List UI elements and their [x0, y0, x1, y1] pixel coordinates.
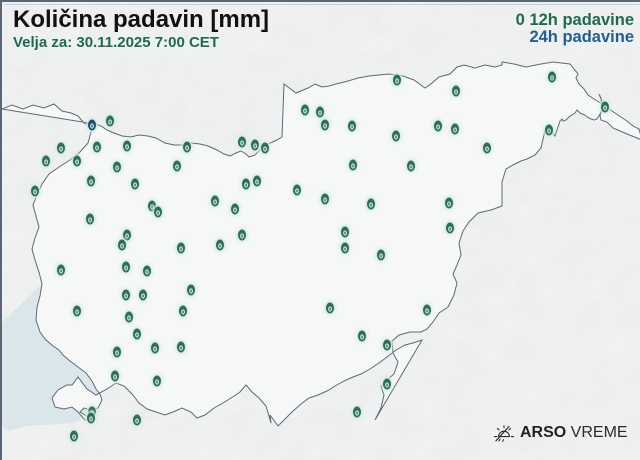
- svg-text:0: 0: [322, 195, 326, 204]
- svg-text:0: 0: [240, 231, 244, 240]
- svg-text:0: 0: [152, 345, 156, 354]
- svg-text:0: 0: [59, 145, 63, 154]
- svg-text:0: 0: [126, 314, 130, 323]
- svg-text:0: 0: [454, 88, 458, 97]
- svg-text:0: 0: [351, 161, 355, 170]
- svg-text:0: 0: [212, 197, 216, 206]
- svg-text:0: 0: [107, 118, 111, 127]
- svg-text:0: 0: [89, 415, 93, 424]
- svg-text:0: 0: [447, 225, 451, 234]
- svg-text:0: 0: [385, 380, 389, 389]
- svg-text:0: 0: [350, 123, 354, 132]
- svg-text:0: 0: [175, 162, 179, 171]
- svg-text:0: 0: [135, 416, 139, 425]
- svg-text:0: 0: [368, 200, 372, 209]
- svg-text:0: 0: [120, 241, 124, 250]
- svg-text:0: 0: [189, 286, 193, 295]
- svg-text:0: 0: [302, 106, 306, 115]
- svg-text:0: 0: [232, 206, 236, 215]
- svg-text:0: 0: [32, 187, 36, 196]
- svg-text:0: 0: [87, 215, 91, 224]
- svg-text:0: 0: [145, 268, 149, 277]
- svg-text:0: 0: [409, 162, 413, 171]
- svg-text:0: 0: [240, 139, 244, 148]
- svg-text:0: 0: [436, 122, 440, 131]
- svg-text:0: 0: [123, 264, 127, 273]
- svg-text:0: 0: [546, 126, 550, 135]
- svg-text:0: 0: [244, 181, 248, 190]
- svg-text:0: 0: [71, 433, 75, 442]
- svg-text:0: 0: [75, 157, 79, 166]
- svg-text:0: 0: [262, 145, 266, 154]
- svg-text:0: 0: [115, 349, 119, 358]
- svg-text:0: 0: [155, 377, 159, 386]
- svg-text:0: 0: [58, 266, 62, 275]
- svg-text:0: 0: [452, 125, 456, 134]
- svg-text:0: 0: [156, 209, 160, 218]
- svg-text:0: 0: [112, 372, 116, 381]
- svg-text:0: 0: [425, 306, 429, 315]
- svg-text:0: 0: [327, 305, 331, 314]
- svg-text:0: 0: [125, 143, 129, 152]
- svg-text:0: 0: [124, 291, 128, 300]
- svg-text:0: 0: [342, 245, 346, 254]
- svg-text:0: 0: [602, 104, 606, 113]
- svg-text:0: 0: [360, 333, 364, 342]
- svg-text:0: 0: [179, 245, 183, 254]
- svg-text:0: 0: [322, 121, 326, 130]
- svg-text:0: 0: [295, 186, 299, 195]
- svg-text:0: 0: [355, 409, 359, 418]
- svg-text:0: 0: [385, 341, 389, 350]
- svg-text:0: 0: [135, 330, 139, 339]
- svg-text:0: 0: [185, 144, 189, 153]
- svg-text:0: 0: [90, 121, 94, 130]
- svg-text:0: 0: [550, 74, 554, 83]
- svg-text:0: 0: [394, 132, 398, 141]
- svg-text:0: 0: [89, 177, 93, 186]
- svg-text:0: 0: [95, 144, 99, 153]
- svg-text:0: 0: [378, 251, 382, 260]
- svg-text:0: 0: [446, 200, 450, 209]
- svg-text:0: 0: [395, 76, 399, 85]
- svg-text:0: 0: [217, 241, 221, 250]
- svg-text:0: 0: [44, 158, 48, 167]
- svg-text:0: 0: [178, 344, 182, 353]
- svg-text:0: 0: [132, 180, 136, 189]
- svg-text:0: 0: [342, 229, 346, 238]
- svg-text:0: 0: [75, 307, 79, 316]
- svg-text:0: 0: [181, 307, 185, 316]
- svg-text:0: 0: [115, 164, 119, 173]
- svg-text:0: 0: [485, 145, 489, 154]
- svg-text:0: 0: [141, 291, 145, 300]
- svg-text:0: 0: [255, 177, 259, 186]
- svg-text:0: 0: [252, 141, 256, 150]
